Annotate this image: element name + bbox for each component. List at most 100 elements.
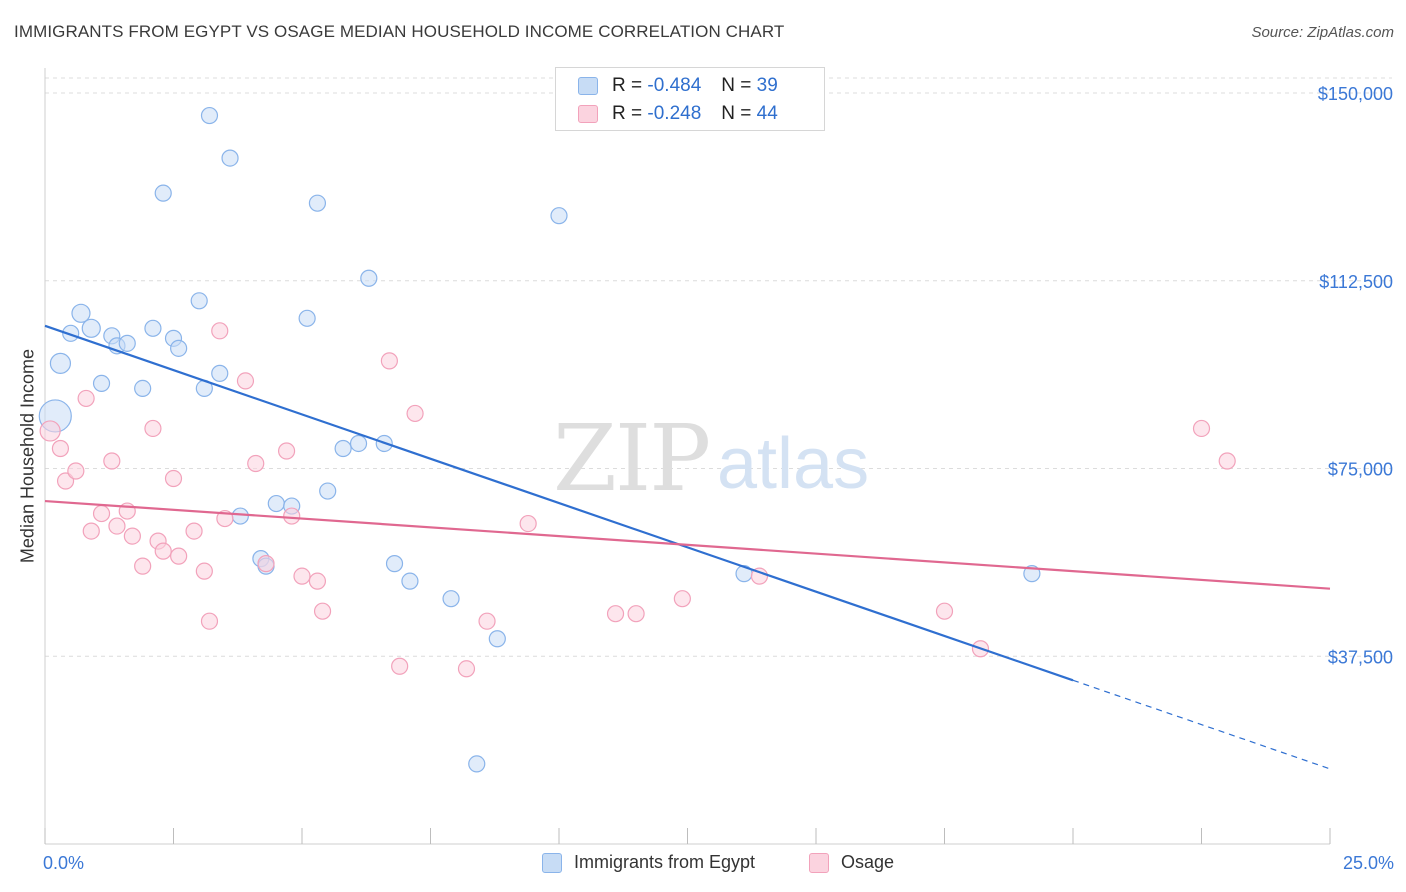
- osage-point: [406, 404, 424, 423]
- osage-point: [457, 660, 476, 678]
- egypt-point: [221, 149, 239, 167]
- egypt-point: [360, 269, 378, 287]
- egypt-point: [190, 292, 208, 310]
- osage-point: [82, 522, 100, 540]
- legend-n-value: 39: [756, 75, 778, 96]
- x-tick-min: 0.0%: [43, 853, 85, 873]
- egypt-point: [81, 318, 101, 338]
- egypt-point: [118, 334, 136, 352]
- osage-point: [103, 452, 121, 470]
- osage-point: [92, 504, 111, 523]
- osage-point: [478, 612, 496, 630]
- series-legend: Immigrants from Egypt Osage: [0, 852, 1406, 878]
- legend-r-label: R =: [612, 75, 643, 96]
- egypt-point: [267, 494, 285, 513]
- egypt-point: [49, 352, 72, 374]
- legend-swatch-egypt: [542, 852, 562, 873]
- egypt-point: [319, 482, 337, 500]
- legend-item-osage[interactable]: Osage: [809, 852, 894, 873]
- osage-point: [67, 462, 85, 480]
- egypt-point: [442, 590, 460, 608]
- egypt-point: [550, 207, 568, 225]
- legend-swatch-osage: [809, 852, 829, 873]
- osage-point: [247, 454, 265, 473]
- osage-point: [277, 442, 296, 460]
- legend-label-osage: Osage: [841, 852, 895, 872]
- legend-swatch-osage: [578, 105, 598, 123]
- egypt-point: [154, 184, 172, 202]
- osage-point: [211, 322, 229, 340]
- y-axis-label: Median Household Income: [17, 348, 38, 564]
- egypt-point: [170, 339, 188, 357]
- egypt-point: [349, 434, 368, 453]
- osage-point: [257, 555, 275, 573]
- osage-point: [606, 605, 625, 623]
- osage-point: [164, 469, 183, 488]
- osage-point: [293, 567, 311, 585]
- egypt-point: [231, 507, 249, 525]
- osage-point: [673, 590, 691, 608]
- legend-r-value: -0.248: [647, 103, 702, 124]
- egypt-point: [200, 106, 219, 125]
- osage-point: [170, 547, 188, 565]
- osage-point: [308, 572, 327, 590]
- x-tick-max: 25.0%: [1342, 853, 1394, 873]
- egypt-point: [308, 194, 327, 212]
- egypt-point: [71, 303, 91, 323]
- osage-trend-line: [44, 499, 1331, 590]
- osage-point: [154, 542, 172, 560]
- osage-point: [144, 419, 162, 438]
- egypt-point: [488, 630, 506, 648]
- egypt-point: [385, 555, 404, 573]
- osage-point: [195, 562, 213, 580]
- osage-point: [200, 612, 219, 630]
- egypt-point: [334, 439, 352, 458]
- legend-n-label: N =: [721, 103, 752, 124]
- osage-point: [134, 557, 152, 575]
- legend-label-egypt: Immigrants from Egypt: [574, 852, 756, 872]
- egypt-trend-line-extension: [1072, 679, 1331, 770]
- osage-point: [283, 507, 301, 525]
- egypt-point: [144, 319, 162, 337]
- y-tick-label: $150,000: [1318, 84, 1393, 104]
- y-tick-label: $37,500: [1328, 647, 1393, 667]
- osage-point: [1192, 419, 1211, 438]
- egypt-point: [134, 379, 152, 398]
- osage-point: [77, 389, 95, 408]
- legend-r-label: R =: [612, 103, 643, 124]
- osage-point: [313, 602, 332, 620]
- stats-legend: R = -0.484 N = 39 R = -0.248 N = 44: [555, 67, 825, 131]
- y-tick-label: $75,000: [1328, 460, 1393, 480]
- osage-point: [380, 352, 398, 370]
- osage-point: [56, 472, 75, 490]
- osage-point: [185, 522, 203, 540]
- watermark-atlas: atlas: [717, 424, 869, 504]
- osage-point: [1218, 452, 1236, 470]
- osage-point: [935, 602, 954, 620]
- osage-point: [51, 439, 70, 458]
- legend-row-egypt: R = -0.484 N = 39: [578, 73, 778, 99]
- legend-n-label: N =: [721, 75, 752, 96]
- egypt-point: [298, 309, 316, 327]
- egypt-point: [211, 364, 229, 382]
- y-tick-label: $112,500: [1319, 272, 1393, 292]
- legend-r-value: -0.484: [647, 75, 702, 96]
- legend-swatch-egypt: [578, 77, 598, 95]
- osage-point: [39, 420, 61, 442]
- osage-point: [519, 514, 537, 533]
- egypt-point: [92, 374, 111, 392]
- osage-point: [750, 567, 769, 585]
- osage-point: [236, 372, 255, 390]
- osage-point: [123, 527, 141, 545]
- egypt-point: [401, 572, 419, 590]
- legend-n-value: 44: [756, 103, 778, 124]
- osage-point: [391, 657, 409, 675]
- watermark-zip: ZIP: [553, 405, 709, 512]
- legend-item-egypt[interactable]: Immigrants from Egypt: [542, 852, 755, 873]
- legend-row-osage: R = -0.248 N = 44: [578, 101, 778, 127]
- egypt-trend-line: [44, 324, 1074, 682]
- egypt-point: [468, 755, 486, 773]
- source-credit: Source: ZipAtlas.com: [1251, 24, 1394, 41]
- egypt-point: [62, 324, 80, 342]
